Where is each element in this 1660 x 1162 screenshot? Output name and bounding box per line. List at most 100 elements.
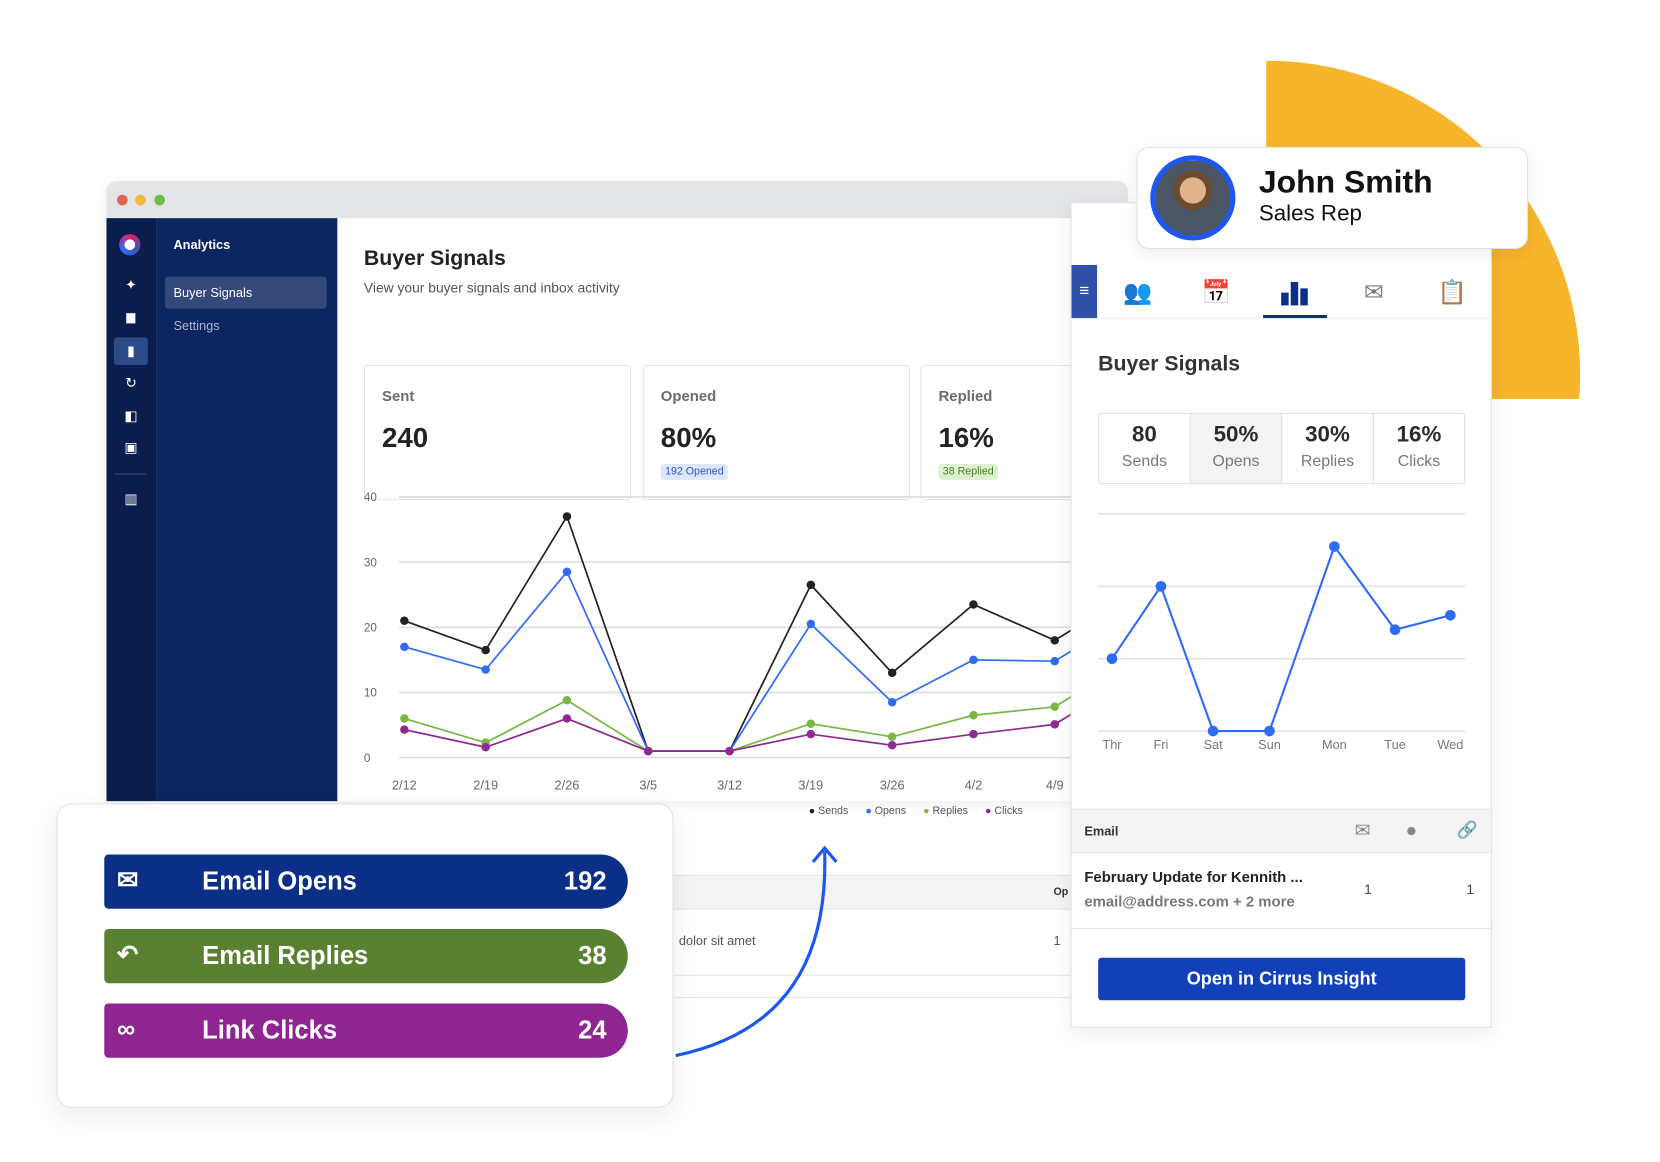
data-point-replies [969, 711, 978, 720]
card-label: Sent [382, 387, 415, 405]
data-point-clicks [887, 740, 897, 750]
calendar-icon[interactable]: ▆ [126, 310, 136, 324]
data-point [1155, 580, 1167, 592]
email-replies-pill: ↶ Email Replies 38 [104, 928, 628, 984]
card-value: 16% [938, 421, 994, 454]
email-send-icon[interactable]: ✉ [1363, 278, 1384, 306]
data-point-clicks [969, 729, 978, 739]
building-icon[interactable]: ▥ [124, 490, 138, 507]
stat-label: Clicks [1397, 452, 1441, 471]
divider [114, 473, 147, 475]
pill-count: 192 [563, 867, 607, 896]
nav-item-settings[interactable]: Settings [173, 318, 220, 334]
y-tick-label: 20 [364, 622, 378, 635]
sparkle-icon[interactable]: ✦ [125, 276, 137, 293]
data-point-replies [1050, 702, 1059, 712]
x-tick-label: Thr [1102, 737, 1122, 752]
link-icon: 🔗 [1456, 821, 1478, 840]
card-label: Opened [660, 387, 717, 405]
email-opens-pill: ✉ Email Opens 192 [104, 854, 628, 909]
data-point [1207, 725, 1219, 737]
data-point-opens [887, 697, 897, 707]
legend-label: Opens [874, 805, 907, 818]
data-point-clicks [562, 714, 572, 723]
hamburger-menu-icon[interactable]: ≡ [1071, 264, 1098, 319]
x-tick-label: Sat [1204, 737, 1224, 752]
pill-label: Email Opens [202, 867, 357, 896]
card-value: 240 [382, 421, 429, 454]
series-line-sends [404, 514, 1077, 752]
code-icon[interactable]: ▣ [124, 439, 138, 456]
icon-sidebar: ✦ ▆ ▮ ↻ ◧ ▣ ▥ [106, 218, 157, 802]
chart-legend: ● Sends ● Opens ● Replies ● Clicks [809, 806, 1023, 818]
close-dot[interactable] [117, 194, 128, 206]
data-point-replies [887, 732, 897, 742]
reply-icon: ↶ [117, 940, 139, 970]
replied-badge: 38 Replied [938, 463, 998, 480]
legend-clicks: ● Clicks [985, 805, 1023, 818]
data-point-clicks [400, 725, 409, 734]
profile-name: John Smith [1258, 164, 1433, 201]
envelope-open-icon: ✉ [1354, 819, 1371, 841]
email-row[interactable]: February Update for Kennith ... email@ad… [1071, 853, 1491, 929]
data-point-opens [562, 567, 572, 577]
pill-label: Email Replies [202, 941, 369, 971]
data-point-sends [887, 668, 897, 678]
data-point-opens [481, 665, 490, 674]
cirrus-side-panel: ≡ 👥 📅 ✉ 📋 Buyer Signals 80 Sends 50% Opens… [1070, 202, 1492, 1028]
data-point-clicks [806, 729, 816, 739]
y-tick-label: 0 [364, 752, 371, 765]
x-tick-label: 2/12 [392, 778, 417, 793]
stat-card-opened: Opened 80% 192 Opened [642, 364, 910, 501]
stat-opens[interactable]: 50% Opens [1190, 413, 1283, 484]
stat-sends[interactable]: 80 Sends [1099, 413, 1191, 484]
link-clicks-pill: ∞ Link Clicks 24 [104, 1003, 628, 1058]
clicks-count: 1 [1466, 881, 1475, 898]
data-point-clicks [1050, 720, 1059, 729]
weekly-opens-chart: Thr Fri Sat Sun Mon Tue Wed [1098, 513, 1466, 752]
data-point-sends [400, 616, 409, 626]
browser-window: ✦ ▆ ▮ ↻ ◧ ▣ ▥ Analytics Buyer Signals Se… [106, 180, 1128, 802]
bar-chart-icon[interactable]: ▮ [113, 337, 148, 365]
row-text: dolor sit amet [678, 933, 756, 949]
series-line [1111, 544, 1451, 733]
page-subtitle: View your buyer signals and inbox activi… [363, 279, 620, 296]
data-point-opens [1050, 656, 1059, 666]
legend-label: Replies [932, 805, 968, 818]
table-row[interactable]: dolor sit amet 1 [673, 911, 1071, 976]
data-point-clicks [481, 742, 490, 752]
stat-value: 30% [1305, 422, 1350, 447]
sync-icon[interactable]: ↻ [125, 374, 137, 391]
email-recipients: email@address.com + 2 more [1084, 892, 1295, 910]
link-icon: ∞ [117, 1015, 136, 1044]
nav-item-buyer-signals[interactable]: Buyer Signals [164, 276, 327, 309]
data-point [1106, 653, 1118, 664]
stat-card-sent: Sent 240 [363, 364, 632, 501]
nav-panel: Analytics Buyer Signals Settings [156, 218, 338, 802]
data-point [1329, 541, 1340, 552]
data-point [1389, 624, 1401, 636]
minimize-dot[interactable] [135, 194, 146, 206]
stat-replies[interactable]: 30% Replies [1282, 413, 1374, 484]
contacts-icon[interactable]: 👥 [1122, 278, 1153, 306]
stat-value: 80 [1132, 422, 1157, 447]
stats-box: 80 Sends 50% Opens 30% Replies 16% Clicks [1098, 412, 1466, 485]
calendar-clock-icon[interactable]: 📅 [1201, 278, 1231, 306]
pill-count: 38 [578, 941, 607, 971]
stat-label: Replies [1300, 452, 1355, 471]
data-point-clicks [643, 746, 653, 756]
stat-clicks[interactable]: 16% Clicks [1374, 414, 1464, 483]
legend-label: Clicks [994, 805, 1023, 818]
maximize-dot[interactable] [154, 194, 165, 206]
bar-chart-icon[interactable] [1263, 267, 1327, 319]
data-point-opens [806, 619, 816, 629]
data-point [1264, 725, 1275, 737]
panel-icon[interactable]: ◧ [124, 407, 138, 424]
x-tick-label: 3/5 [639, 778, 657, 793]
email-subject: February Update for Kennith ... [1084, 868, 1303, 886]
series-line-opens [404, 570, 1077, 752]
open-in-cirrus-button[interactable]: Open in Cirrus Insight [1098, 957, 1466, 1001]
clipboard-icon[interactable]: 📋 [1437, 278, 1468, 306]
x-tick-label: Tue [1384, 737, 1406, 752]
x-tick-label: 3/12 [717, 778, 742, 793]
